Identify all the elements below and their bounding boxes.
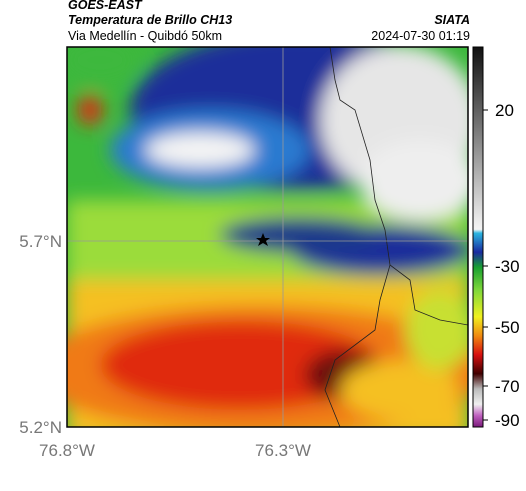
colorbar-tick-label: -50	[495, 318, 520, 337]
source-label: SIATA	[434, 13, 470, 27]
map-frame	[66, 46, 469, 428]
region-subtitle: Via Medellín - Quibdó 50km	[68, 29, 222, 43]
colorbar-tick-label: -70	[495, 377, 520, 396]
lon-label: 76.3°W	[255, 441, 311, 460]
location-marker	[256, 233, 270, 246]
timestamp: 2024-07-30 01:19	[371, 29, 470, 43]
colorbar-tick-label: 20	[495, 101, 514, 120]
colorbar-tick-label: -30	[495, 257, 520, 276]
brightness-temperature-field	[67, 47, 468, 427]
lon-label: 76.8°W	[39, 441, 95, 460]
lat-label: 5.7°N	[19, 232, 62, 251]
lat-label: 5.2°N	[19, 418, 62, 437]
colorbar-tick-label: -90	[495, 411, 520, 430]
border-line	[324, 47, 468, 427]
satellite-title: GOES-EAST	[68, 0, 143, 12]
colorbar-ticks: 20 -30 -50 -70 -90	[483, 101, 520, 430]
colorbar	[472, 46, 484, 428]
product-title: Temperatura de Brillo CH13	[68, 13, 232, 27]
